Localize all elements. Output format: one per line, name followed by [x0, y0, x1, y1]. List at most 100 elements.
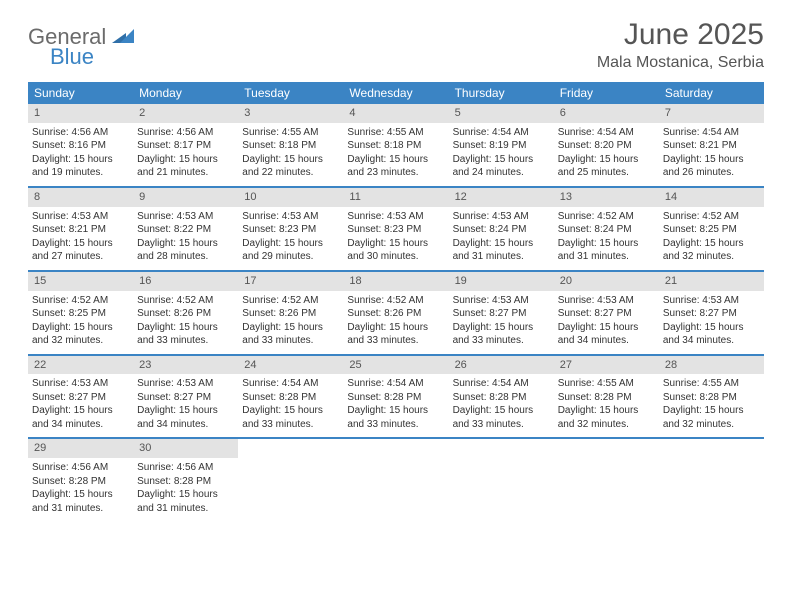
day-number: 7: [659, 104, 764, 123]
sunset-line: Sunset: 8:19 PM: [453, 139, 550, 153]
sunrise-line: Sunrise: 4:52 AM: [663, 210, 760, 224]
day-cell: 3Sunrise: 4:55 AMSunset: 8:18 PMDaylight…: [238, 104, 343, 186]
week-row: 29 Sunrise: 4:56 AMSunset: 8:28 PMDayligh…: [28, 439, 764, 521]
day-cell: 25Sunrise: 4:54 AMSunset: 8:28 PMDayligh…: [343, 356, 448, 438]
title-block: June 2025 Mala Mostanica, Serbia: [597, 18, 764, 72]
sunset-line: Sunset: 8:18 PM: [347, 139, 444, 153]
day-number: 21: [659, 272, 764, 291]
day-cell: 8Sunrise: 4:53 AMSunset: 8:21 PMDaylight…: [28, 188, 133, 270]
weekday-thu: Thursday: [449, 82, 554, 104]
daylight-line: Daylight: 15 hours and 31 minutes.: [453, 237, 550, 264]
week-row: 8Sunrise: 4:53 AMSunset: 8:21 PMDaylight…: [28, 188, 764, 272]
sunset-line: Sunset: 8:27 PM: [32, 391, 129, 405]
day-number: 6: [554, 104, 659, 123]
sunrise-line: Sunrise: 4:53 AM: [347, 210, 444, 224]
daylight-line: Daylight: 15 hours and 23 minutes.: [347, 153, 444, 180]
daylight-line: Daylight: 15 hours and 29 minutes.: [242, 237, 339, 264]
sunrise-line: Sunrise: 4:54 AM: [347, 377, 444, 391]
sunrise-line: Sunrise: 4:52 AM: [32, 294, 129, 308]
day-number: 23: [133, 356, 238, 375]
day-cell: 20Sunrise: 4:53 AMSunset: 8:27 PMDayligh…: [554, 272, 659, 354]
sunset-line: Sunset: 8:27 PM: [137, 391, 234, 405]
weeks-container: 1Sunrise: 4:56 AMSunset: 8:16 PMDaylight…: [28, 104, 764, 521]
daylight-line: Daylight: 15 hours and 33 minutes.: [242, 321, 339, 348]
daylight-line: Daylight: 15 hours and 25 minutes.: [558, 153, 655, 180]
day-cell: 1Sunrise: 4:56 AMSunset: 8:16 PMDaylight…: [28, 104, 133, 186]
weekday-fri: Friday: [554, 82, 659, 104]
daylight-line: Daylight: 15 hours and 33 minutes.: [347, 404, 444, 431]
day-number: 29: [28, 439, 133, 458]
weekday-sat: Saturday: [659, 82, 764, 104]
sunrise-line: Sunrise: 4:53 AM: [137, 377, 234, 391]
sunrise-line: Sunrise: 4:55 AM: [663, 377, 760, 391]
weekday-mon: Monday: [133, 82, 238, 104]
day-cell: 4Sunrise: 4:55 AMSunset: 8:18 PMDaylight…: [343, 104, 448, 186]
day-cell: 30 Sunrise: 4:56 AMSunset: 8:28 PMDayligh…: [133, 439, 238, 521]
day-cell: 23Sunrise: 4:53 AMSunset: 8:27 PMDayligh…: [133, 356, 238, 438]
daylight-line: Daylight: 15 hours and 22 minutes.: [242, 153, 339, 180]
sunrise-line: Sunrise: 4:53 AM: [663, 294, 760, 308]
day-number: 15: [28, 272, 133, 291]
day-number: 13: [554, 188, 659, 207]
day-cell: 14Sunrise: 4:52 AMSunset: 8:25 PMDayligh…: [659, 188, 764, 270]
day-cell: 5Sunrise: 4:54 AMSunset: 8:19 PMDaylight…: [449, 104, 554, 186]
daylight-line: Daylight: 15 hours and 33 minutes.: [453, 404, 550, 431]
sunrise-line: Sunrise: 4:56 AM: [137, 461, 234, 475]
day-number: 24: [238, 356, 343, 375]
day-cell: 15 Sunrise: 4:52 AMSunset: 8:25 PMDayligh…: [28, 272, 133, 354]
day-cell: 27Sunrise: 4:55 AMSunset: 8:28 PMDayligh…: [554, 356, 659, 438]
location: Mala Mostanica, Serbia: [597, 54, 764, 72]
sunset-line: Sunset: 8:28 PM: [558, 391, 655, 405]
day-number: 16: [133, 272, 238, 291]
day-number: 18: [343, 272, 448, 291]
day-cell: 7Sunrise: 4:54 AMSunset: 8:21 PMDaylight…: [659, 104, 764, 186]
day-number: 11: [343, 188, 448, 207]
sunrise-line: Sunrise: 4:52 AM: [558, 210, 655, 224]
sunset-line: Sunset: 8:28 PM: [663, 391, 760, 405]
day-number: 12: [449, 188, 554, 207]
day-number: 3: [238, 104, 343, 123]
day-cell: 21Sunrise: 4:53 AMSunset: 8:27 PMDayligh…: [659, 272, 764, 354]
sunrise-line: Sunrise: 4:54 AM: [453, 126, 550, 140]
sunrise-line: Sunrise: 4:54 AM: [242, 377, 339, 391]
day-cell: 17Sunrise: 4:52 AMSunset: 8:26 PMDayligh…: [238, 272, 343, 354]
daylight-line: Daylight: 15 hours and 27 minutes.: [32, 237, 129, 264]
sunset-line: Sunset: 8:16 PM: [32, 139, 129, 153]
day-cell: 10Sunrise: 4:53 AMSunset: 8:23 PMDayligh…: [238, 188, 343, 270]
sunset-line: Sunset: 8:23 PM: [242, 223, 339, 237]
month-title: June 2025: [597, 18, 764, 52]
sunset-line: Sunset: 8:28 PM: [347, 391, 444, 405]
sunset-line: Sunset: 8:21 PM: [32, 223, 129, 237]
sunset-line: Sunset: 8:26 PM: [347, 307, 444, 321]
day-number: 8: [28, 188, 133, 207]
daylight-line: Daylight: 15 hours and 33 minutes.: [453, 321, 550, 348]
weekday-wed: Wednesday: [343, 82, 448, 104]
sunrise-line: Sunrise: 4:56 AM: [137, 126, 234, 140]
daylight-line: Daylight: 15 hours and 34 minutes.: [32, 404, 129, 431]
sunset-line: Sunset: 8:25 PM: [32, 307, 129, 321]
daylight-line: Daylight: 15 hours and 28 minutes.: [137, 237, 234, 264]
daylight-line: Daylight: 15 hours and 31 minutes.: [137, 488, 234, 515]
sunset-line: Sunset: 8:24 PM: [558, 223, 655, 237]
sunset-line: Sunset: 8:24 PM: [453, 223, 550, 237]
sunrise-line: Sunrise: 4:53 AM: [453, 294, 550, 308]
day-number: 4: [343, 104, 448, 123]
daylight-line: Daylight: 15 hours and 34 minutes.: [558, 321, 655, 348]
daylight-line: Daylight: 15 hours and 34 minutes.: [663, 321, 760, 348]
day-number: 10: [238, 188, 343, 207]
day-number: 30: [133, 439, 238, 458]
day-number: 26: [449, 356, 554, 375]
sunset-line: Sunset: 8:28 PM: [137, 475, 234, 489]
day-cell: 24Sunrise: 4:54 AMSunset: 8:28 PMDayligh…: [238, 356, 343, 438]
day-number: 19: [449, 272, 554, 291]
daylight-line: Daylight: 15 hours and 33 minutes.: [137, 321, 234, 348]
daylight-line: Daylight: 15 hours and 32 minutes.: [663, 404, 760, 431]
sunset-line: Sunset: 8:27 PM: [558, 307, 655, 321]
week-row: 1Sunrise: 4:56 AMSunset: 8:16 PMDaylight…: [28, 104, 764, 188]
daylight-line: Daylight: 15 hours and 33 minutes.: [347, 321, 444, 348]
daylight-line: Daylight: 15 hours and 32 minutes.: [32, 321, 129, 348]
sunrise-line: Sunrise: 4:55 AM: [242, 126, 339, 140]
sunset-line: Sunset: 8:21 PM: [663, 139, 760, 153]
daylight-line: Daylight: 15 hours and 31 minutes.: [558, 237, 655, 264]
weekday-sun: Sunday: [28, 82, 133, 104]
